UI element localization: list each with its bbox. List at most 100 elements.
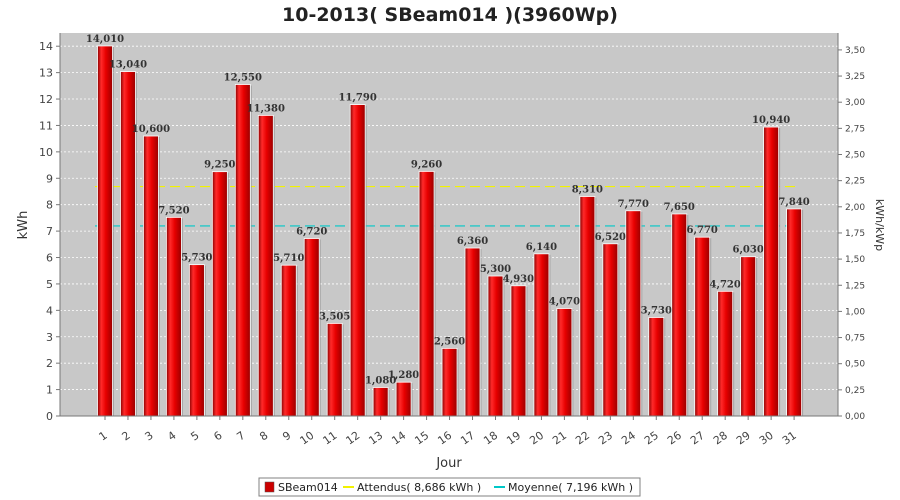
- bar-value-label: 9,260: [411, 159, 442, 170]
- bar: [188, 264, 205, 417]
- y2-tick-label: 2,00: [845, 203, 865, 213]
- bar-value-label: 9,250: [204, 160, 235, 171]
- x-tick-label: 5: [188, 429, 201, 444]
- bar-value-label: 8,310: [572, 185, 603, 196]
- bar-value-label: 3,730: [641, 305, 672, 316]
- bar-value-label: 5,730: [181, 253, 212, 264]
- x-axis: 1 2 3 4 5 6 7 8 9 10 11 12 13 14 15 16 17 18 19 20 21 22 23 24 2…: [60, 415, 838, 448]
- bar: [671, 213, 688, 417]
- x-tick-label: 23: [596, 429, 615, 448]
- y-tick-label: 9: [46, 172, 53, 185]
- bar-value-label: 6,720: [296, 226, 327, 237]
- bar-value-label: 10,940: [752, 115, 790, 126]
- bar-value-label: 7,650: [664, 202, 695, 213]
- y-axis-title: kWh: [16, 211, 31, 240]
- bar-value-label: 11,380: [247, 103, 285, 114]
- legend-box: [258, 477, 641, 497]
- y2-tick-label: 2,50: [845, 151, 865, 161]
- y2-tick-label: 3,50: [845, 46, 865, 56]
- y-tick-label: 12: [39, 93, 53, 106]
- x-tick-label: 2: [120, 429, 133, 444]
- bar: [326, 323, 343, 417]
- x-tick-label: 14: [389, 429, 408, 448]
- y-tick-label: 11: [39, 119, 53, 132]
- bar: [510, 285, 527, 417]
- bar-value-label: 4,930: [503, 274, 534, 285]
- x-tick-label: 28: [711, 429, 730, 448]
- bar: [464, 247, 481, 417]
- y-tick-label: 4: [46, 304, 53, 317]
- x-tick-label: 9: [280, 429, 293, 444]
- bar-value-label: 13,040: [109, 60, 147, 71]
- bar-value-label: 6,030: [732, 245, 763, 256]
- right-axis: 0,00 0,25 0,50 0,75 1,00 1,25 1,50 1,75 2,00 2,25…: [837, 33, 865, 422]
- y2-tick-label: 1,00: [845, 307, 865, 317]
- y2-tick-label: 2,25: [845, 177, 865, 187]
- x-tick-label: 29: [734, 429, 753, 448]
- bar-value-label: 11,790: [339, 93, 377, 104]
- bar-value-label: 6,140: [526, 242, 557, 253]
- x-tick-label: 4: [165, 429, 178, 444]
- x-tick-label: 19: [504, 429, 523, 448]
- y2-tick-label: 1,75: [845, 229, 865, 239]
- y-tick-label: 6: [46, 252, 53, 265]
- y2-tick-label: 3,00: [845, 98, 865, 108]
- x-tick-label: 7: [234, 429, 247, 444]
- x-tick-label: 22: [573, 429, 592, 448]
- x-tick-label: 30: [757, 429, 776, 448]
- bar: [303, 238, 320, 417]
- bar-value-label: 7,520: [158, 205, 189, 216]
- x-tick-label: 10: [298, 429, 317, 448]
- bar-value-label: 5,710: [273, 253, 304, 264]
- x-tick-label: 1: [97, 429, 110, 444]
- bar-value-label: 7,770: [618, 199, 649, 210]
- x-tick-label: 6: [211, 429, 224, 444]
- y-tick-label: 13: [39, 67, 53, 80]
- y2-tick-label: 0,25: [845, 386, 865, 396]
- y-tick-label: 3: [46, 331, 53, 344]
- bar: [579, 196, 596, 417]
- bar: [487, 275, 504, 417]
- chart-title: 10-2013( SBeam014 )(3960Wp): [282, 4, 618, 26]
- bar: [740, 256, 757, 417]
- bar-value-label: 10,600: [132, 124, 170, 135]
- x-tick-label: 3: [142, 429, 155, 444]
- y-tick-label: 1: [46, 384, 53, 397]
- bar-value-label: 4,720: [710, 279, 741, 290]
- x-tick-label: 20: [527, 429, 546, 448]
- bar: [280, 264, 297, 417]
- x-tick-label: 26: [665, 429, 684, 448]
- y2-tick-label: 0,00: [845, 412, 865, 422]
- y2-tick-label: 2,75: [845, 124, 865, 134]
- bar: [257, 115, 274, 417]
- bar-value-label: 3,505: [319, 311, 350, 322]
- bar: [602, 243, 619, 417]
- legend-swatch-bars: [264, 481, 275, 493]
- bar-value-label: 7,840: [778, 197, 809, 208]
- bar-value-label: 2,560: [434, 336, 465, 347]
- x-axis-title: Jour: [435, 456, 462, 471]
- x-tick-label: 21: [550, 429, 569, 448]
- bar: [234, 84, 251, 417]
- bar: [97, 45, 113, 417]
- bar: [717, 290, 734, 417]
- x-tick-label: 11: [320, 429, 339, 448]
- bar: [143, 135, 159, 417]
- y-tick-label: 0: [46, 410, 53, 423]
- bar-value-label: 1,280: [388, 370, 419, 381]
- x-tick-label: 8: [257, 429, 270, 444]
- bar-value-label: 6,520: [595, 232, 626, 243]
- bar-value-label: 14,010: [86, 34, 124, 45]
- y-tick-label: 5: [46, 278, 53, 291]
- bar: [166, 216, 182, 417]
- y2-tick-label: 1,50: [845, 255, 865, 265]
- x-tick-label: 24: [619, 429, 638, 448]
- x-tick-label: 31: [780, 429, 799, 448]
- y-tick-label: 2: [46, 357, 53, 370]
- y-tick-label: 7: [46, 225, 53, 238]
- bar: [694, 236, 711, 417]
- bar: [418, 171, 435, 417]
- y2-axis-title: kWh/kWp: [873, 199, 886, 251]
- legend: SBeam014 Attendus( 8,686 kWh ) Moyenne( …: [258, 477, 641, 497]
